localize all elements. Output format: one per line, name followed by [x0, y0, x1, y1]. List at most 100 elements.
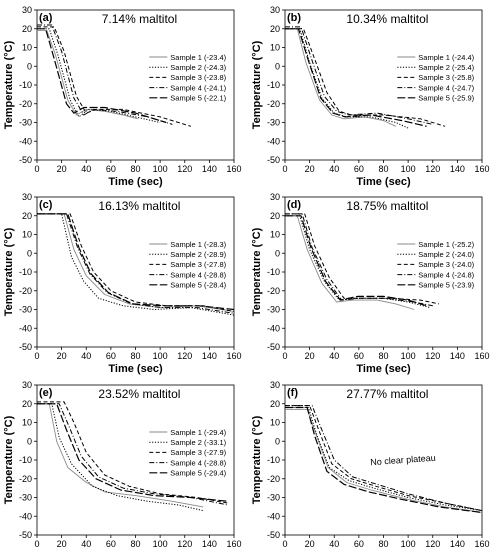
legend-entry: Sample 1 (-24.4) [418, 53, 474, 62]
x-tick-label: 80 [130, 164, 140, 174]
legend-entry: Sample 5 (-22.1) [170, 94, 226, 103]
legend: Sample 1 (-25.2)Sample 2 (-24.0)Sample 3… [397, 240, 475, 290]
x-tick-label: 80 [130, 351, 140, 361]
x-tick-label: 0 [282, 351, 287, 361]
legend-entry: Sample 3 (-23.8) [170, 73, 226, 82]
y-axis-title: Temperature (°C) [251, 40, 263, 129]
x-tick-label: 60 [354, 351, 364, 361]
y-tick-label: -30 [19, 305, 32, 315]
series-line-4 [37, 403, 228, 506]
y-tick-label: -10 [19, 80, 32, 90]
series-group [285, 26, 446, 129]
series-group [285, 405, 482, 514]
y-tick-label: -50 [19, 530, 32, 540]
x-tick-label: 0 [34, 351, 39, 361]
y-tick-label: -30 [267, 305, 280, 315]
legend-entry: Sample 3 (-24.0) [418, 260, 474, 269]
x-tick-label: 80 [378, 351, 388, 361]
x-tick-label: 120 [425, 351, 440, 361]
series-line-3 [37, 401, 228, 504]
x-tick-label: 40 [81, 539, 91, 549]
x-tick-label: 140 [202, 164, 217, 174]
panel-4: -50 -40 -30 -20 -10 0 10 20 30 0 20 40 60 80 100 120 140… [251, 192, 490, 375]
x-tick-label: 80 [378, 164, 388, 174]
y-tick-label: -20 [267, 286, 280, 296]
legend-entry: Sample 5 (-25.9) [418, 94, 474, 103]
x-tick-label: 0 [34, 539, 39, 549]
annotation-text: No clear plateau [370, 453, 436, 468]
panel-1: -50 -40 -30 -20 -10 0 10 20 30 0 20 40 60 80 100 120 140… [3, 5, 242, 188]
y-axis-title: Temperature (°C) [251, 227, 263, 316]
x-tick-label: 40 [329, 351, 339, 361]
legend-entry: Sample 4 (-24.8) [418, 270, 474, 279]
y-tick-label: 20 [270, 211, 280, 221]
legend: Sample 1 (-28.3)Sample 2 (-28.9)Sample 3… [149, 240, 227, 290]
y-tick-label: 20 [22, 399, 32, 409]
y-tick-label: 20 [22, 211, 32, 221]
series-line-5 [37, 403, 228, 502]
y-tick-label: -10 [267, 455, 280, 465]
y-tick-label: -40 [19, 136, 32, 146]
x-tick-label: 140 [450, 164, 465, 174]
legend-entry: Sample 1 (-28.3) [170, 240, 226, 249]
y-tick-label: -40 [267, 136, 280, 146]
panel-letter: (e) [39, 387, 53, 399]
y-tick-label: -20 [19, 474, 32, 484]
y-tick-label: -50 [267, 530, 280, 540]
x-tick-label: 60 [106, 539, 116, 549]
legend-entry: Sample 3 (-27.9) [170, 448, 226, 457]
x-tick-label: 60 [106, 164, 116, 174]
y-tick-label: -30 [19, 118, 32, 128]
series-group [285, 213, 440, 310]
y-tick-label: 0 [27, 248, 32, 258]
y-tick-label: -20 [19, 286, 32, 296]
panel-letter: (d) [287, 199, 301, 211]
series-line-5 [285, 28, 427, 127]
series-line-2 [37, 403, 204, 512]
series-line-4 [285, 213, 433, 307]
y-tick-label: -50 [267, 342, 280, 352]
y-tick-label: 10 [22, 418, 32, 428]
x-axis-title: Time (sec) [108, 363, 163, 375]
x-tick-label: 100 [401, 164, 416, 174]
series-line-5 [37, 213, 234, 311]
y-tick-label: 0 [27, 436, 32, 446]
y-tick-label: -40 [267, 323, 280, 333]
series-line-1 [37, 403, 204, 508]
legend-entry: Sample 5 (-28.4) [170, 281, 226, 290]
legend-entry: Sample 4 (-24.7) [418, 83, 474, 92]
y-tick-label: -50 [19, 342, 32, 352]
panel-5: -50 -40 -30 -20 -10 0 10 20 30 0 20 40 60 80 100 120 140… [3, 380, 242, 549]
x-tick-label: 160 [474, 539, 489, 549]
legend-entry: Sample 2 (-25.4) [418, 63, 474, 72]
legend-entry: Sample 3 (-27.8) [170, 260, 226, 269]
series-line-2 [37, 213, 234, 316]
x-tick-label: 20 [305, 164, 315, 174]
panel-2: -50 -40 -30 -20 -10 0 10 20 30 0 20 40 60 80 100 120 140… [251, 5, 490, 188]
x-tick-label: 100 [153, 539, 168, 549]
x-axis-title: Time (sec) [108, 176, 163, 188]
y-tick-label: 30 [270, 380, 280, 390]
x-tick-label: 120 [425, 539, 440, 549]
series-line-4 [37, 213, 234, 314]
series-line-4 [37, 24, 173, 125]
x-tick-label: 100 [401, 351, 416, 361]
series-line-1 [285, 215, 415, 310]
legend-entry: Sample 4 (-28.8) [170, 270, 226, 279]
panel-title: 27.77% maltitol [346, 387, 428, 401]
x-tick-label: 120 [177, 164, 192, 174]
y-tick-label: 0 [275, 61, 280, 71]
legend-entry: Sample 2 (-24.0) [418, 250, 474, 259]
x-tick-label: 60 [354, 539, 364, 549]
x-tick-label: 140 [202, 539, 217, 549]
panel-title: 10.34% maltitol [346, 12, 428, 26]
legend-entry: Sample 5 (-29.4) [170, 469, 226, 478]
x-tick-label: 80 [130, 539, 140, 549]
legend: Sample 1 (-23.4)Sample 2 (-24.3)Sample 3… [149, 53, 227, 103]
y-tick-label: 30 [22, 380, 32, 390]
y-tick-label: 0 [275, 248, 280, 258]
panel-title: 18.75% maltitol [346, 199, 428, 213]
x-tick-label: 40 [81, 351, 91, 361]
legend-entry: Sample 4 (-24.1) [170, 83, 226, 92]
y-tick-label: 20 [22, 24, 32, 34]
